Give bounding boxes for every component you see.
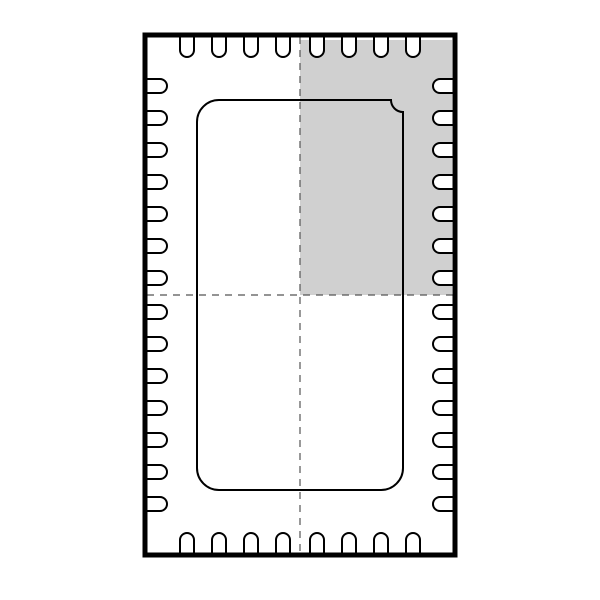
pin-right-10 bbox=[433, 369, 455, 383]
pin-top-1 bbox=[180, 35, 194, 57]
pin-right-1 bbox=[433, 79, 455, 93]
pin-bottom-1 bbox=[180, 533, 194, 555]
pin-left-13 bbox=[145, 465, 167, 479]
pin-left-4 bbox=[145, 175, 167, 189]
pin-left-1 bbox=[145, 79, 167, 93]
pin-bottom-8 bbox=[406, 533, 420, 555]
pin-top-6 bbox=[342, 35, 356, 57]
pin-left-5 bbox=[145, 207, 167, 221]
pin-right-2 bbox=[433, 111, 455, 125]
pin-right-14 bbox=[433, 497, 455, 511]
pin-left-8 bbox=[145, 305, 167, 319]
pin-left-2 bbox=[145, 111, 167, 125]
pin-bottom-2 bbox=[212, 533, 226, 555]
pin-left-10 bbox=[145, 369, 167, 383]
pin-right-5 bbox=[433, 207, 455, 221]
pin-top-7 bbox=[374, 35, 388, 57]
pin-right-9 bbox=[433, 337, 455, 351]
pin-bottom-4 bbox=[276, 533, 290, 555]
pin-left-11 bbox=[145, 401, 167, 415]
pin-right-7 bbox=[433, 271, 455, 285]
pin-top-8 bbox=[406, 35, 420, 57]
pin-right-3 bbox=[433, 143, 455, 157]
pin-right-8 bbox=[433, 305, 455, 319]
pin-bottom-7 bbox=[374, 533, 388, 555]
pin-bottom-5 bbox=[310, 533, 324, 555]
shaded-quadrant bbox=[300, 40, 452, 295]
pin-top-5 bbox=[310, 35, 324, 57]
pin-left-9 bbox=[145, 337, 167, 351]
pin-right-12 bbox=[433, 433, 455, 447]
pin-right-13 bbox=[433, 465, 455, 479]
pin-top-3 bbox=[244, 35, 258, 57]
pin-top-4 bbox=[276, 35, 290, 57]
pin-left-6 bbox=[145, 239, 167, 253]
pin-bottom-3 bbox=[244, 533, 258, 555]
pin-top-2 bbox=[212, 35, 226, 57]
pin-right-4 bbox=[433, 175, 455, 189]
pin-left-14 bbox=[145, 497, 167, 511]
qfn-package-diagram bbox=[0, 0, 600, 600]
pin-right-11 bbox=[433, 401, 455, 415]
pin-bottom-6 bbox=[342, 533, 356, 555]
pin-left-12 bbox=[145, 433, 167, 447]
pin-right-6 bbox=[433, 239, 455, 253]
pin-left-3 bbox=[145, 143, 167, 157]
pin-left-7 bbox=[145, 271, 167, 285]
